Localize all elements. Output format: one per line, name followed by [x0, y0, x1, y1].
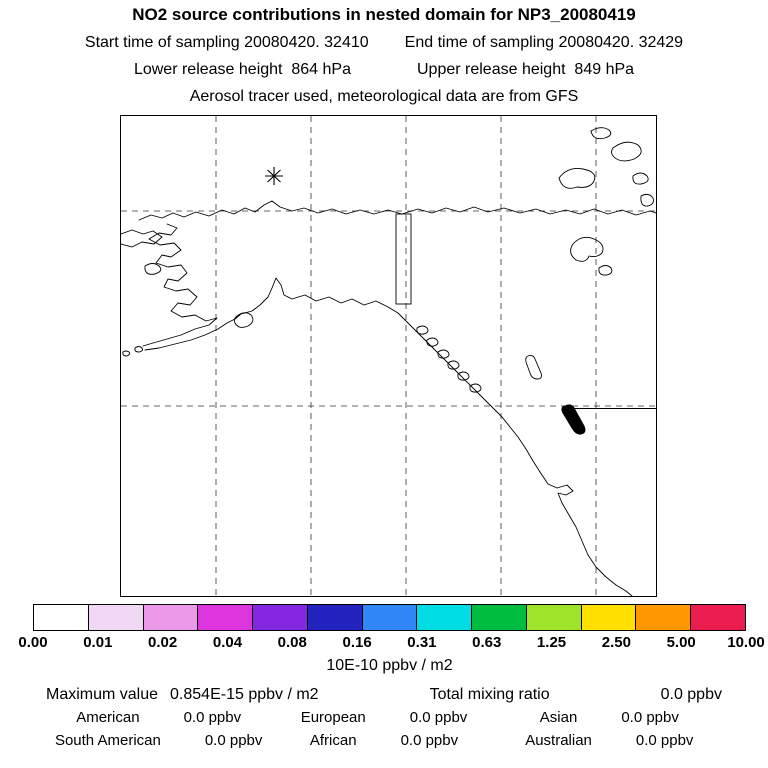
- start-time-text: Start time of sampling 20080420. 32410: [84, 34, 369, 51]
- contribution-cell: African 0.0 ppbv: [271, 732, 496, 749]
- release-location-marker: [265, 167, 283, 185]
- sampling-time-row: Start time of sampling 20080420. 32410 E…: [0, 34, 768, 52]
- colorbar-tick: 0.63: [472, 634, 502, 651]
- colorbar-tick: 0.00: [18, 634, 48, 651]
- colorbar-segment: [87, 605, 143, 630]
- nested-domain-box: [395, 213, 412, 305]
- contribution-value: 0.0 ppbv: [204, 732, 263, 749]
- colorbar-tick: 2.50: [601, 634, 631, 651]
- contribution-label: Australian: [525, 732, 592, 749]
- tracer-text: Aerosol tracer used, meteorological data…: [189, 88, 579, 105]
- colorbar-wrap: 0.00 0.01 0.02 0.04 0.08 0.16 0.31 0.63 1.25 2.50…: [18, 604, 765, 675]
- colorbar-segment: [142, 605, 198, 630]
- max-value: 0.854E-15 ppbv / m2: [170, 686, 319, 703]
- colorbar-tick: 0.01: [83, 634, 113, 651]
- colorbar-tick: 0.02: [148, 634, 178, 651]
- contribution-cell: European 0.0 ppbv: [271, 709, 496, 726]
- contribution-value: 0.0 ppbv: [621, 709, 679, 726]
- max-value-label: Maximum value: [46, 686, 159, 703]
- contribution-cell: South American 0.0 ppbv: [46, 732, 271, 749]
- end-time-text: End time of sampling 20080420. 32429: [404, 34, 684, 51]
- contribution-value: 0.0 ppbv: [409, 709, 468, 726]
- contribution-cell: American 0.0 ppbv: [46, 709, 271, 726]
- colorbar-ticks: 0.00 0.01 0.02 0.04 0.08 0.16 0.31 0.63 1.25 2.50…: [18, 634, 764, 651]
- map-panel: [120, 115, 657, 597]
- contribution-cell: Asian 0.0 ppbv: [497, 709, 722, 726]
- colorbar-segment: [361, 605, 417, 630]
- colorbar-segment: [635, 605, 691, 630]
- colorbar-segment: [306, 605, 362, 630]
- total-mixing-value: 0.0 ppbv: [660, 686, 722, 703]
- colorbar-segment: [416, 605, 472, 630]
- tracer-row: Aerosol tracer used, meteorological data…: [0, 88, 768, 106]
- lake-outlines: [570, 236, 613, 276]
- contribution-label: South American: [54, 732, 161, 749]
- coastline: [121, 200, 656, 596]
- lower-release-text: Lower release height 864 hPa: [133, 61, 351, 78]
- contribution-value: 0.0 ppbv: [183, 709, 242, 726]
- colorbar-segment: [580, 605, 636, 630]
- colorbar-tick: 1.25: [536, 634, 567, 651]
- contribution-label: Asian: [539, 709, 578, 726]
- contribution-label: European: [300, 709, 366, 726]
- arctic-islands: [558, 127, 654, 207]
- colorbar-tick: 10.00: [727, 634, 765, 651]
- colorbar-segment: [252, 605, 307, 630]
- colorbar-segment: [690, 605, 745, 630]
- colorbar-segment: [471, 605, 526, 630]
- contribution-cell: Australian 0.0 ppbv: [497, 732, 722, 749]
- total-mixing-label: Total mixing ratio: [429, 686, 550, 703]
- release-height-row: Lower release height 864 hPa Upper relea…: [0, 61, 768, 79]
- colorbar: [33, 604, 746, 631]
- colorbar-tick: 0.31: [407, 634, 437, 651]
- figure-title: NO2 source contributions in nested domai…: [132, 5, 636, 24]
- colorbar-segment: [197, 605, 253, 630]
- colorbar-segment: [34, 605, 88, 630]
- colorbar-tick: 5.00: [666, 634, 696, 651]
- colorbar-tick: 0.04: [212, 634, 243, 651]
- colorbar-tick: 0.08: [277, 634, 307, 651]
- map-svg: [121, 116, 656, 596]
- contribution-value: 0.0 ppbv: [400, 732, 459, 749]
- contribution-label: African: [309, 732, 357, 749]
- grid-lines: [121, 116, 656, 596]
- upper-release-text: Upper release height 849 hPa: [417, 61, 635, 78]
- colorbar-tick: 0.16: [342, 634, 372, 651]
- contribution-value: 0.0 ppbv: [635, 732, 694, 749]
- contribution-label: American: [76, 709, 140, 726]
- contributions: American 0.0 ppbv European 0.0 ppbv Asian 0.0…: [46, 709, 722, 749]
- colorbar-segment: [525, 605, 581, 630]
- stats-row: Maximum value 0.854E-15 ppbv / m2 Total …: [0, 686, 768, 704]
- colorbar-units: 10E-10 ppbv / m2: [326, 657, 453, 674]
